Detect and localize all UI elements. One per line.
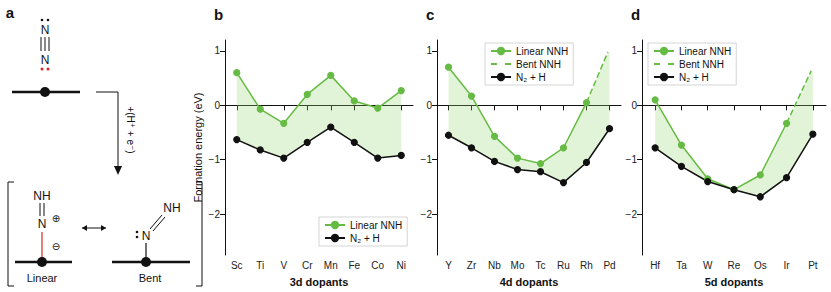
svg-text:Ru: Ru [557, 260, 570, 271]
svg-text:W: W [703, 260, 713, 271]
svg-text:Linear: Linear [27, 272, 58, 284]
svg-text:−1: −1 [626, 154, 638, 165]
svg-text:Mn: Mn [324, 260, 338, 271]
svg-text:Pt: Pt [808, 260, 818, 271]
svg-text:Zr: Zr [467, 260, 477, 271]
svg-text:1: 1 [426, 45, 432, 56]
svg-text:N₂ + H: N₂ + H [516, 72, 546, 83]
svg-text:N: N [38, 217, 47, 231]
svg-text:Nb: Nb [488, 260, 501, 271]
svg-text:Pd: Pd [603, 260, 615, 271]
svg-text:Ta: Ta [676, 260, 687, 271]
svg-text:Re: Re [728, 260, 741, 271]
svg-text:0: 0 [426, 100, 432, 111]
svg-text:Ti: Ti [256, 260, 264, 271]
svg-text:Linear NNH: Linear NNH [516, 46, 568, 57]
svg-text:−2: −2 [421, 209, 433, 220]
svg-text:Fe: Fe [348, 260, 360, 271]
svg-text:Linear NNH: Linear NNH [350, 220, 402, 231]
svg-text:+(H⁺ + e⁻): +(H⁺ + e⁻) [125, 106, 136, 153]
svg-text:5d dopants: 5d dopants [705, 276, 764, 288]
svg-text:Co: Co [371, 260, 384, 271]
svg-text:Linear NNH: Linear NNH [679, 46, 731, 57]
svg-text:Ni: Ni [397, 260, 406, 271]
svg-text:d: d [631, 6, 640, 23]
svg-text:⊖: ⊖ [52, 241, 60, 252]
svg-text:N: N [41, 53, 50, 67]
svg-text:Cr: Cr [302, 260, 313, 271]
svg-text:−2: −2 [209, 209, 221, 220]
svg-text:0: 0 [631, 100, 637, 111]
svg-text:N: N [41, 23, 50, 37]
svg-text:N₂ + H: N₂ + H [350, 233, 380, 244]
svg-text:Sc: Sc [231, 260, 243, 271]
svg-text:N₂ + H: N₂ + H [679, 72, 709, 83]
svg-text:Bent NNH: Bent NNH [516, 59, 561, 70]
svg-text:a: a [6, 4, 15, 21]
svg-text:−1: −1 [421, 154, 433, 165]
svg-text:Tc: Tc [536, 260, 546, 271]
svg-text:Rh: Rh [580, 260, 593, 271]
svg-text:⊕: ⊕ [52, 213, 60, 224]
svg-text:NH: NH [33, 189, 50, 203]
svg-text:Formation energy (eV): Formation energy (eV) [192, 92, 204, 202]
svg-text:1: 1 [631, 45, 637, 56]
svg-text:−1: −1 [209, 154, 221, 165]
svg-text:−2: −2 [626, 209, 638, 220]
svg-text:V: V [280, 260, 287, 271]
svg-text:0: 0 [214, 100, 220, 111]
svg-text:NH: NH [163, 201, 180, 215]
svg-text:b: b [214, 6, 223, 23]
svg-text:4d dopants: 4d dopants [500, 276, 559, 288]
svg-text:Bent: Bent [139, 272, 162, 284]
svg-text:N: N [142, 229, 151, 243]
svg-text:Ir: Ir [784, 260, 791, 271]
svg-text:c: c [426, 6, 434, 23]
svg-text:3d dopants: 3d dopants [290, 276, 349, 288]
svg-text:Os: Os [754, 260, 767, 271]
svg-text:1: 1 [214, 45, 220, 56]
svg-text:Hf: Hf [650, 260, 660, 271]
svg-text:Mo: Mo [511, 260, 525, 271]
svg-text:Bent NNH: Bent NNH [679, 59, 724, 70]
svg-text:Y: Y [445, 260, 452, 271]
